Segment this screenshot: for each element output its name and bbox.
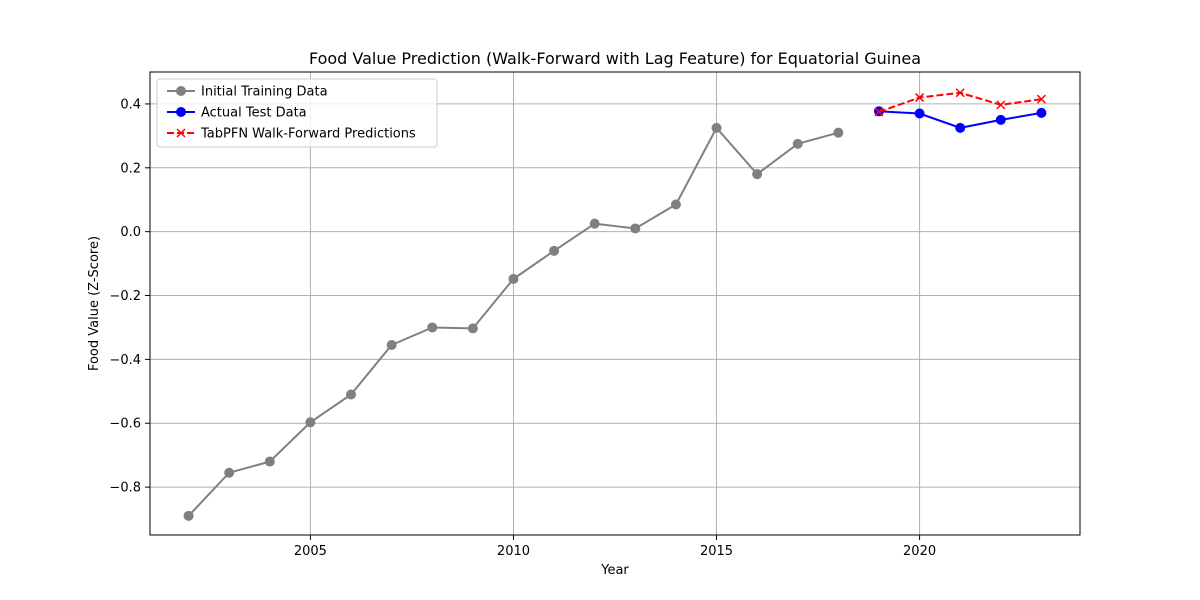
data-point (915, 93, 925, 103)
legend-entry: TabPFN Walk-Forward Predictions (167, 127, 416, 142)
legend-entry: Actual Test Data (167, 106, 307, 121)
chart-title: Food Value Prediction (Walk-Forward with… (309, 49, 921, 68)
axes-frame (149, 71, 1081, 536)
data-point (508, 273, 519, 284)
data-point (183, 510, 194, 521)
y-tick-label: −0.2 (109, 289, 141, 304)
legend-marker (176, 107, 186, 117)
legend-marker (176, 86, 186, 96)
series-0 (183, 122, 844, 521)
data-point (224, 467, 235, 478)
y-axis: −0.8 −0.6 −0.4 −0.2 0.0 0.2 0.4 (109, 97, 150, 496)
data-point (346, 389, 357, 400)
x-tick-label: 2010 (497, 544, 530, 559)
legend: Initial Training Data Actual Test Data Tab… (156, 78, 438, 148)
data-point (305, 417, 316, 428)
data-point (630, 223, 641, 234)
legend-label: TabPFN Walk-Forward Predictions (200, 127, 416, 142)
legend-marker (176, 128, 186, 138)
data-point (955, 122, 966, 133)
legend-entry: Initial Training Data (167, 85, 328, 100)
data-point (589, 218, 600, 229)
data-point (549, 245, 560, 256)
x-axis-label: Year (600, 563, 629, 578)
data-point (955, 88, 965, 98)
data-point (914, 108, 925, 119)
data-point (792, 138, 803, 149)
x-tick-label: 2015 (700, 544, 733, 559)
y-axis-label: Food Value (Z-Score) (87, 236, 102, 371)
x-tick-label: 2005 (294, 544, 327, 559)
data-point (833, 127, 844, 138)
y-tick-label: 0.4 (120, 97, 141, 112)
y-tick-label: −0.4 (109, 353, 141, 368)
data-point (995, 114, 1006, 125)
data-point (670, 199, 681, 210)
data-point (996, 100, 1006, 110)
data-point (1036, 94, 1046, 104)
y-tick-label: −0.8 (109, 481, 141, 496)
data-point (467, 323, 478, 334)
x-axis: 2005 2010 2015 2020 (294, 535, 936, 559)
grid (150, 72, 1080, 535)
legend-box (156, 78, 438, 148)
data-point (1036, 107, 1047, 118)
data-point (874, 107, 884, 117)
legend-label: Actual Test Data (201, 106, 307, 121)
y-tick-label: 0.0 (120, 225, 141, 240)
series-2 (874, 88, 1046, 117)
data-point (427, 322, 438, 333)
plot-area (183, 88, 1047, 521)
legend-label: Initial Training Data (201, 85, 328, 100)
x-tick-label: 2020 (903, 544, 936, 559)
data-point (711, 122, 722, 133)
data-point (386, 340, 397, 351)
y-tick-label: 0.2 (120, 161, 141, 176)
data-point (752, 169, 763, 180)
data-point (264, 456, 275, 467)
y-tick-label: −0.6 (109, 417, 141, 432)
